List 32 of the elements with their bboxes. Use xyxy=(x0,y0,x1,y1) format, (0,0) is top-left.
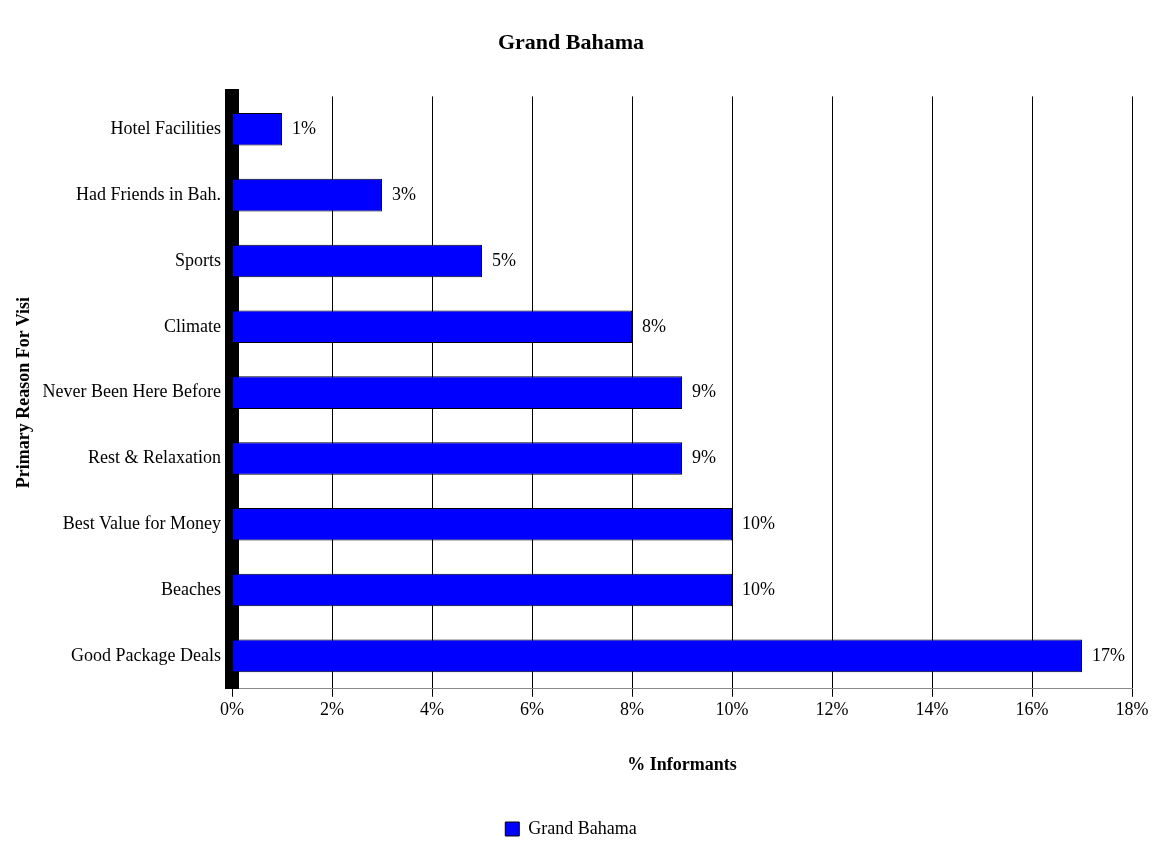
x-axis-title: % Informants xyxy=(627,753,737,774)
y-tick-label: Climate xyxy=(164,315,221,336)
data-label: 1% xyxy=(292,118,316,139)
data-label: 10% xyxy=(742,512,775,533)
data-label: 3% xyxy=(392,183,416,204)
y-tick-label: Rest & Relaxation xyxy=(88,447,221,468)
y-tick-label: Hotel Facilities xyxy=(110,118,221,139)
x-tick-label: 8% xyxy=(620,699,644,720)
data-label: 5% xyxy=(492,249,516,270)
x-tick-label: 4% xyxy=(420,699,444,720)
data-label: 9% xyxy=(692,447,716,468)
chart-title: Grand Bahama xyxy=(497,28,645,54)
y-tick-label: Best Value for Money xyxy=(62,512,221,533)
x-tick-label: 16% xyxy=(1015,699,1049,720)
x-tick-label: 12% xyxy=(815,699,849,720)
data-label: 8% xyxy=(642,315,666,336)
y-tick-label: Sports xyxy=(174,249,221,270)
x-tick-label: 0% xyxy=(220,699,244,720)
legend-label: Grand Bahama xyxy=(528,817,637,838)
x-tick-label: 10% xyxy=(715,699,749,720)
data-label: 9% xyxy=(692,381,716,402)
x-tick-label: 2% xyxy=(320,699,344,720)
y-tick-label: Beaches xyxy=(161,578,221,599)
y-tick-label: Never Been Here Before xyxy=(42,381,222,402)
data-label: 10% xyxy=(742,578,775,599)
x-tick-label: 18% xyxy=(1115,699,1149,720)
y-axis-title: Primary Reason For Visi xyxy=(13,297,34,489)
x-tick-label: 6% xyxy=(520,699,544,720)
y-tick-label: Good Package Deals xyxy=(71,644,221,665)
x-tick-label: 14% xyxy=(915,699,949,720)
y-tick-label: Had Friends in Bah. xyxy=(76,183,221,204)
data-label: 17% xyxy=(1092,644,1125,665)
